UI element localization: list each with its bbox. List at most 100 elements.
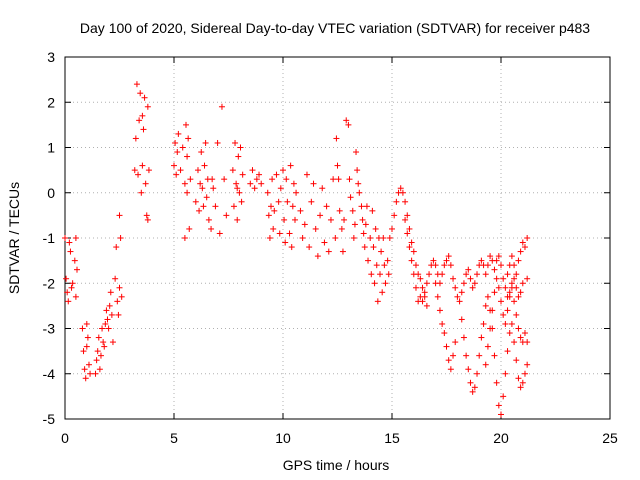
y-tick-label: -5 [43,411,56,427]
data-point [519,239,526,246]
data-point [83,320,90,327]
data-point [350,235,357,241]
data-point [239,171,246,178]
data-point [452,284,459,291]
data-point [517,289,524,296]
data-point [402,198,409,205]
data-point [139,162,146,169]
x-tick-label: 0 [61,430,69,446]
data-point [291,216,298,223]
data-point [441,330,448,337]
data-point [384,257,391,264]
data-point [495,253,502,260]
data-point [445,357,452,364]
data-point [115,311,122,318]
data-point [101,343,108,350]
y-tick-label: -1 [43,230,56,246]
x-tick-label: 25 [602,430,618,446]
data-point [347,194,354,201]
data-point [79,325,86,332]
data-point [321,239,328,246]
data-point [515,375,522,382]
data-point [377,271,384,278]
data-point [232,139,239,146]
data-point [463,352,470,359]
data-point [341,216,348,223]
data-point [370,244,377,251]
data-point [218,103,225,110]
data-point [524,361,531,368]
data-point [521,244,528,251]
data-point [379,289,386,296]
data-point [116,284,123,291]
data-point [135,171,142,178]
data-point [332,235,339,241]
data-point [286,230,293,237]
data-point [508,320,515,327]
data-point [73,266,80,273]
data-point [365,257,372,264]
data-point [521,330,528,337]
data-point [447,366,454,373]
data-point [421,289,428,296]
data-point [229,167,236,174]
data-point [212,203,219,210]
data-point [83,343,90,350]
data-point [502,284,509,291]
data-point [500,311,507,318]
data-point [493,257,500,264]
data-point [482,271,489,278]
data-point [273,171,280,178]
data-point [335,176,342,183]
data-point [339,248,346,255]
data-point [524,235,531,241]
data-point [410,271,417,278]
data-point [430,257,437,264]
data-point [268,203,275,210]
data-point [346,176,353,183]
data-point [484,293,491,300]
data-point [143,212,150,219]
data-point [251,185,258,192]
data-point [276,230,283,237]
data-point [456,298,463,305]
data-point [517,334,524,341]
data-point [333,135,340,142]
data-point [513,271,520,278]
data-point [436,307,443,314]
data-point [82,375,89,382]
y-tick-label: -3 [43,321,56,337]
data-point [221,176,228,183]
data-point [426,271,433,278]
data-point [478,257,485,264]
data-point [417,293,424,300]
data-point [439,271,446,278]
data-point [515,257,522,264]
data-point [194,167,201,174]
data-point [87,370,94,377]
data-point [482,302,489,309]
data-point [515,293,522,300]
data-point [223,212,230,219]
data-point [511,262,518,269]
data-point [362,221,369,228]
y-tick-label: -4 [43,366,56,382]
data-point [380,235,387,241]
data-point [131,167,138,174]
data-point [517,248,524,255]
data-point [297,207,304,214]
data-point [67,248,74,255]
data-point [301,221,308,228]
data-point [258,180,265,187]
data-point [452,339,459,346]
data-point [234,216,241,223]
data-point [327,216,334,223]
data-point [173,171,180,178]
data-point [280,167,286,174]
data-point [63,275,70,282]
data-point [460,280,467,287]
data-point [175,130,182,137]
data-point [187,176,194,183]
data-point [271,207,278,214]
